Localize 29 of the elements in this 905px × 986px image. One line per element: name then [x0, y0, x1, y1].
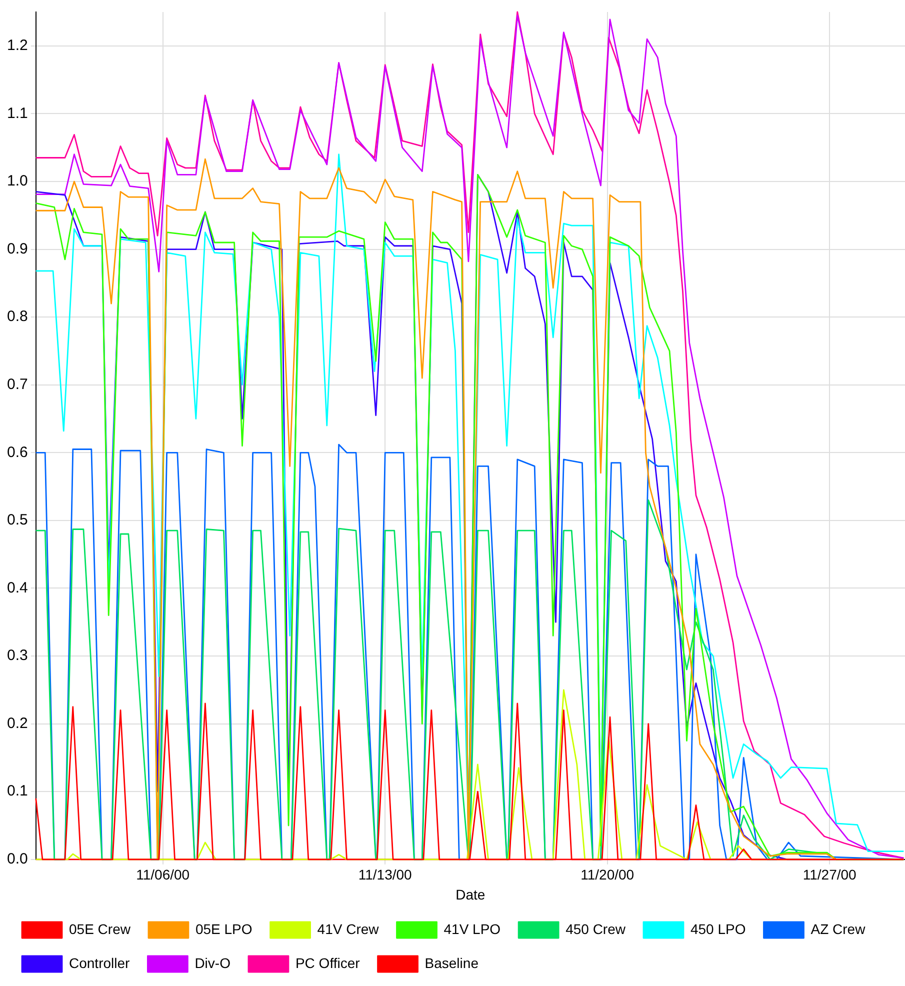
legend-label: Baseline	[424, 954, 479, 971]
y-tick-label: 1.2	[6, 37, 28, 54]
y-tick-label: 0.7	[6, 376, 28, 393]
y-tick-label: 0.6	[6, 444, 28, 461]
legend-label: 41V LPO	[444, 920, 501, 937]
legend-label: 450 LPO	[690, 920, 746, 937]
legend-label: Div-O	[194, 954, 231, 971]
y-tick-label: 0.0	[6, 850, 28, 868]
y-tick-label: 0.9	[6, 240, 28, 258]
x-tick-label: 11/06/00	[136, 866, 190, 883]
y-tick-label: 0.1	[6, 782, 28, 800]
y-tick-label: 0.5	[6, 512, 28, 529]
legend-label: 05E LPO	[195, 920, 252, 937]
legend-label: 41V Crew	[317, 920, 380, 937]
x-tick-label: 11/13/00	[358, 866, 412, 883]
legend-label: 450 Crew	[566, 920, 626, 937]
y-tick-label: 0.8	[6, 308, 28, 326]
legend-label: 05E Crew	[69, 920, 132, 937]
legend-label: PC Officer	[295, 954, 360, 971]
legend-label: Controller	[69, 954, 130, 971]
x-tick-label: 11/27/00	[802, 866, 857, 883]
legend-label: AZ Crew	[810, 920, 866, 937]
y-tick-label: 0.3	[6, 647, 28, 664]
y-tick-label: 1.1	[6, 104, 28, 122]
y-tick-label: 0.2	[6, 714, 28, 732]
x-axis-title: Date	[456, 886, 486, 902]
y-tick-label: 1.0	[6, 172, 28, 190]
y-tick-label: 0.4	[6, 579, 28, 596]
x-tick-label: 11/20/00	[580, 866, 634, 883]
